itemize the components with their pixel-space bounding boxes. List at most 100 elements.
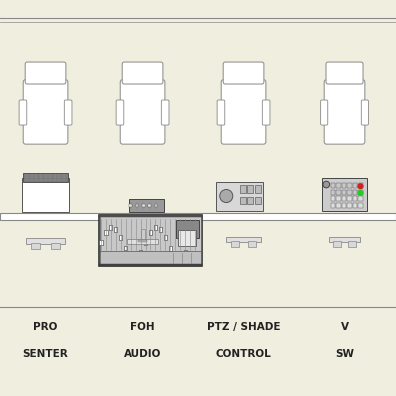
Bar	[114, 227, 117, 232]
Bar	[226, 237, 261, 242]
Circle shape	[358, 184, 363, 188]
Bar	[178, 230, 196, 246]
FancyBboxPatch shape	[122, 62, 163, 84]
Bar	[129, 199, 164, 212]
Bar	[240, 185, 246, 193]
Bar	[247, 185, 253, 193]
FancyBboxPatch shape	[326, 62, 363, 84]
Bar	[148, 204, 151, 208]
Bar	[100, 216, 201, 252]
Bar	[347, 183, 352, 188]
Bar	[136, 204, 138, 208]
Text: PTZ / SHADE: PTZ / SHADE	[207, 322, 280, 332]
FancyBboxPatch shape	[161, 100, 169, 125]
Bar	[31, 243, 40, 249]
Bar	[358, 190, 363, 195]
Bar	[154, 225, 157, 230]
Bar	[322, 178, 367, 211]
FancyBboxPatch shape	[262, 100, 270, 125]
Bar	[124, 246, 128, 250]
Bar	[129, 253, 132, 258]
Bar	[141, 229, 145, 239]
Bar	[255, 196, 261, 204]
Bar	[179, 255, 182, 260]
Bar	[51, 243, 60, 249]
Bar	[333, 241, 341, 247]
Bar	[138, 240, 147, 242]
Bar	[149, 230, 152, 235]
Bar	[23, 173, 69, 182]
Bar	[184, 250, 187, 255]
Bar	[26, 238, 65, 244]
FancyBboxPatch shape	[23, 80, 68, 144]
Text: CONTROL: CONTROL	[216, 349, 271, 360]
Bar	[336, 190, 341, 195]
Bar	[100, 251, 201, 265]
Text: SW: SW	[335, 349, 354, 360]
Bar	[347, 190, 352, 195]
Bar	[216, 182, 263, 211]
Bar	[353, 190, 357, 195]
Bar	[159, 227, 162, 232]
Bar	[119, 235, 122, 240]
Bar	[109, 225, 112, 230]
Bar	[99, 215, 202, 266]
Bar	[331, 203, 335, 208]
Bar	[353, 196, 357, 201]
Bar	[255, 185, 261, 193]
Circle shape	[358, 190, 363, 195]
Circle shape	[323, 181, 329, 188]
Bar	[342, 183, 346, 188]
FancyBboxPatch shape	[223, 62, 264, 84]
Bar	[353, 203, 357, 208]
Bar	[134, 255, 137, 260]
Bar	[0, 213, 396, 220]
Bar	[193, 230, 196, 234]
Bar	[336, 196, 341, 201]
FancyBboxPatch shape	[217, 100, 225, 125]
Bar	[342, 203, 346, 208]
Bar	[99, 264, 202, 266]
Bar	[139, 250, 142, 255]
FancyBboxPatch shape	[25, 62, 66, 84]
Bar	[336, 183, 341, 188]
Bar	[105, 230, 108, 235]
Bar	[329, 237, 360, 242]
Bar	[342, 196, 346, 201]
Bar	[99, 215, 202, 217]
Bar	[358, 203, 363, 208]
Bar	[342, 190, 346, 195]
Bar	[155, 204, 157, 208]
Text: PRO: PRO	[33, 322, 58, 332]
FancyBboxPatch shape	[19, 100, 27, 125]
FancyBboxPatch shape	[324, 80, 365, 144]
FancyBboxPatch shape	[116, 100, 124, 125]
Bar	[144, 240, 147, 245]
Bar	[248, 241, 256, 247]
FancyBboxPatch shape	[120, 80, 165, 144]
Bar	[169, 246, 172, 251]
FancyBboxPatch shape	[221, 80, 266, 144]
Bar	[99, 240, 103, 245]
Bar	[129, 204, 132, 208]
Circle shape	[220, 189, 233, 202]
Bar	[358, 196, 363, 201]
Bar	[331, 190, 335, 195]
Bar	[331, 183, 335, 188]
Bar	[358, 183, 363, 188]
Bar	[240, 196, 246, 204]
Bar	[176, 220, 199, 238]
Bar	[22, 178, 69, 212]
Text: SENTER: SENTER	[23, 349, 69, 360]
Text: FOH: FOH	[130, 322, 155, 332]
Bar	[142, 204, 145, 208]
Text: V: V	[341, 322, 348, 332]
Bar	[336, 203, 341, 208]
Bar	[188, 240, 192, 244]
Bar	[127, 239, 158, 244]
FancyBboxPatch shape	[361, 100, 368, 125]
Bar	[173, 254, 177, 259]
Bar	[353, 183, 357, 188]
FancyBboxPatch shape	[321, 100, 328, 125]
Text: AUDIO: AUDIO	[124, 349, 161, 360]
